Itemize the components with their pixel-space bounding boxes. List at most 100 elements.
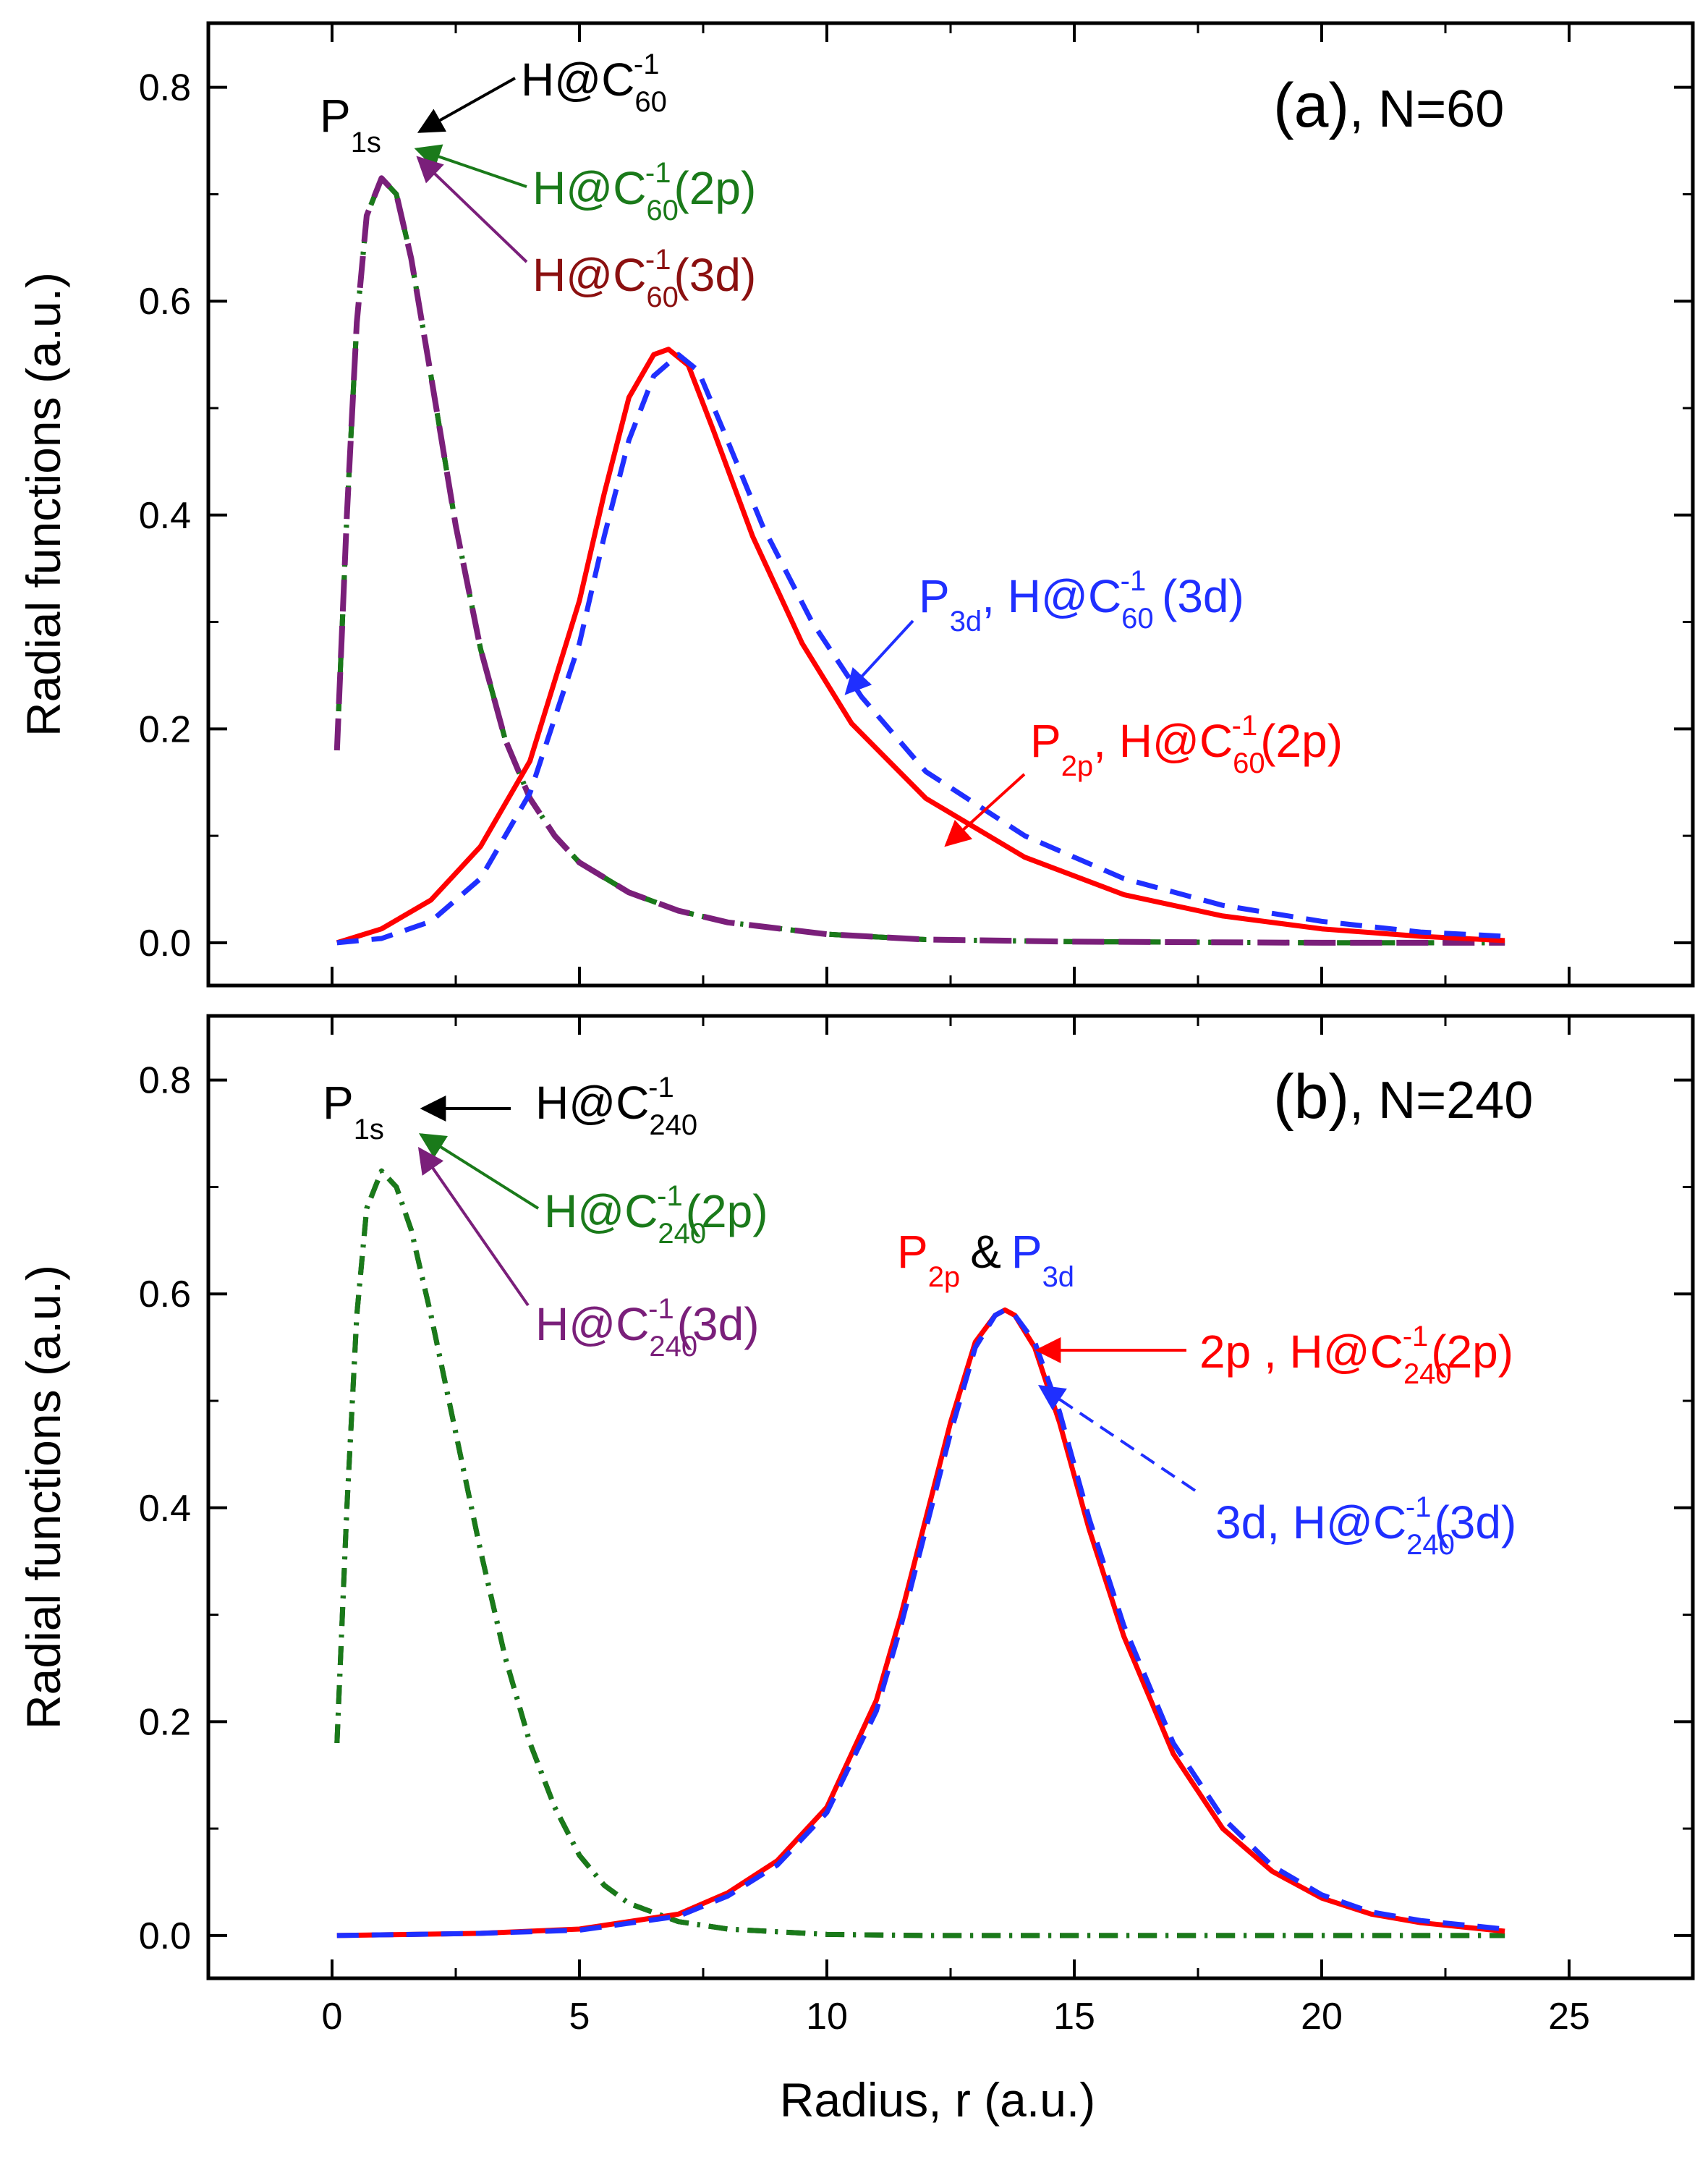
y-tick-label: 0.6 xyxy=(139,1274,191,1315)
panel-b-tag: (b) xyxy=(1273,1062,1349,1132)
p1s-sub: 1s xyxy=(351,127,381,158)
panel-a-ann-h-c60-2p: H@C60 -1(2p) xyxy=(532,157,756,226)
ann-p-sub: 3d xyxy=(950,606,982,637)
y-tick-label: 0.2 xyxy=(139,1701,191,1743)
panel-b-xlabel: Radius, r (a.u.) xyxy=(780,2073,1095,2127)
ann-rest: (3d) xyxy=(677,1298,760,1350)
ann-sup: -1 xyxy=(645,244,671,276)
panel-a-ann-h-c60: H@C60 -1 xyxy=(521,48,667,118)
ann-rest: (2p) xyxy=(1260,715,1343,767)
x-tick-label: 0 xyxy=(322,1996,343,2038)
panel-a-x-ticks xyxy=(331,23,1571,986)
x-tick-label: 25 xyxy=(1548,1996,1590,2038)
p3d-base: P xyxy=(1011,1226,1042,1278)
series-line xyxy=(336,352,1505,946)
x-tick-label: 20 xyxy=(1301,1996,1343,2038)
ann-base: H@C xyxy=(544,1185,658,1237)
panel-a: 0.00.20.40.60.8 Radial functions (a.u.) … xyxy=(17,21,1695,988)
panel-a-ylabel: Radial functions (a.u.) xyxy=(17,272,70,737)
ann-sup: -1 xyxy=(657,1180,683,1212)
ann-sup: -1 xyxy=(1406,1491,1432,1523)
ann-rest: (2p) xyxy=(686,1185,768,1237)
ann-p: P xyxy=(919,570,950,622)
ann-sub: 240 xyxy=(658,1218,706,1250)
ann-sup: -1 xyxy=(1121,565,1147,597)
panel-b-ann-h-c240-2p: H@C240 -1(2p) xyxy=(544,1180,768,1250)
ann-base: H@C xyxy=(521,54,634,106)
p1s-base: P xyxy=(323,1077,354,1129)
p3d-sub: 3d xyxy=(1042,1261,1075,1293)
ann-rest: (3d) xyxy=(1149,570,1244,622)
ann-rest: (3d) xyxy=(674,249,756,301)
ann-base: 3d, H@C xyxy=(1215,1496,1406,1548)
ann-sup: -1 xyxy=(648,1072,674,1103)
p2p-sub: 2p xyxy=(928,1261,961,1293)
series-line xyxy=(336,1307,1505,1938)
panel-b-n: , N=240 xyxy=(1349,1072,1533,1130)
ann-sub: 60 xyxy=(1121,603,1154,635)
panel-b-x-ticks: 0 5 10 15 20 25 xyxy=(322,1016,1590,2038)
ann-sub: 60 xyxy=(646,281,679,313)
ann-sup: -1 xyxy=(634,48,660,80)
ann-sub: 60 xyxy=(634,86,667,118)
ann-mid: , H@C xyxy=(982,570,1121,622)
ann-base: 2p , H@C xyxy=(1199,1326,1403,1378)
panel-a-arrow-green xyxy=(414,144,527,188)
x-tick-label: 5 xyxy=(569,1996,590,2038)
p2p-base: P xyxy=(897,1226,928,1278)
series-line xyxy=(336,347,1505,946)
series-line xyxy=(336,1307,1505,1938)
ann-base: H@C xyxy=(535,1077,649,1129)
ann-rest: (2p) xyxy=(674,162,756,214)
y-tick-label: 0.0 xyxy=(139,1915,191,1957)
ann-sub: 240 xyxy=(649,1331,697,1363)
ann-rest: (2p) xyxy=(1431,1326,1513,1378)
panel-a-curves xyxy=(333,175,1505,946)
panel-a-tag: (a) xyxy=(1273,71,1349,140)
panel-b-ann-3d: 3d, H@C240 -1(3d) xyxy=(1215,1491,1516,1561)
ann-sub: 240 xyxy=(649,1109,697,1141)
panel-a-label: (a), N=60 xyxy=(1273,71,1504,140)
series-line xyxy=(334,1168,1505,1938)
ann-sup: -1 xyxy=(1403,1321,1429,1352)
ann-sub: 60 xyxy=(646,195,679,226)
ann-sub: 240 xyxy=(1403,1358,1452,1390)
ann-p-sub: 2p xyxy=(1061,750,1094,782)
panel-a-arrow-purple xyxy=(416,156,528,263)
y-tick-label: 0.0 xyxy=(139,923,191,965)
ann-mid: , H@C xyxy=(1093,715,1233,767)
y-tick-label: 0.8 xyxy=(139,1060,191,1102)
series-line xyxy=(333,175,1505,946)
panel-b-ann-h-c240-3d: H@C240 -1(3d) xyxy=(535,1293,760,1363)
ann-base: H@C xyxy=(532,162,646,214)
panel-a-y-ticks: 0.0 0.2 0.4 0.6 0.8 xyxy=(139,67,1693,965)
y-tick-label: 0.2 xyxy=(139,708,191,750)
ann-sup: -1 xyxy=(648,1293,674,1325)
panel-b-ylabel: Radial functions (a.u.) xyxy=(17,1265,70,1729)
panel-b-y-ticks: 0.0 0.2 0.4 0.6 0.8 xyxy=(139,1060,1693,1957)
panel-b-ann-h-c240: H@C240 -1 xyxy=(535,1072,697,1141)
y-tick-label: 0.4 xyxy=(139,495,191,537)
panel-b-curves xyxy=(334,1168,1505,1938)
panel-b-arrow-green xyxy=(418,1133,540,1210)
ann-sub: 60 xyxy=(1233,747,1265,779)
panel-a-arrow-blue xyxy=(844,619,914,695)
panel-a-p1s-label: P1s xyxy=(320,90,381,158)
panel-a-arrow-red xyxy=(944,773,1026,847)
y-tick-label: 0.6 xyxy=(139,281,191,323)
ann-base: H@C xyxy=(532,249,646,301)
panel-b-ann-p2p-p3d: P2p & P3d xyxy=(897,1226,1074,1293)
y-tick-label: 0.8 xyxy=(139,67,191,109)
panel-a-ann-h-c60-3d: H@C60 -1(3d) xyxy=(532,244,756,313)
panel-b-arrow-blue xyxy=(1038,1384,1197,1492)
panel-a-ann-p2p: P2p, H@C60 -1(2p) xyxy=(1030,710,1343,782)
y-tick-label: 0.4 xyxy=(139,1488,191,1530)
panel-b-arrow-purple xyxy=(417,1147,530,1307)
panel-a-n: , N=60 xyxy=(1349,80,1504,138)
ann-sub: 240 xyxy=(1406,1529,1455,1561)
panel-b-p1s-label: P1s xyxy=(323,1077,384,1145)
panel-a-ann-p3d: P3d, H@C60 -1 (3d) xyxy=(919,565,1244,637)
ann-rest: (3d) xyxy=(1434,1496,1516,1548)
ann-p: P xyxy=(1030,715,1061,767)
